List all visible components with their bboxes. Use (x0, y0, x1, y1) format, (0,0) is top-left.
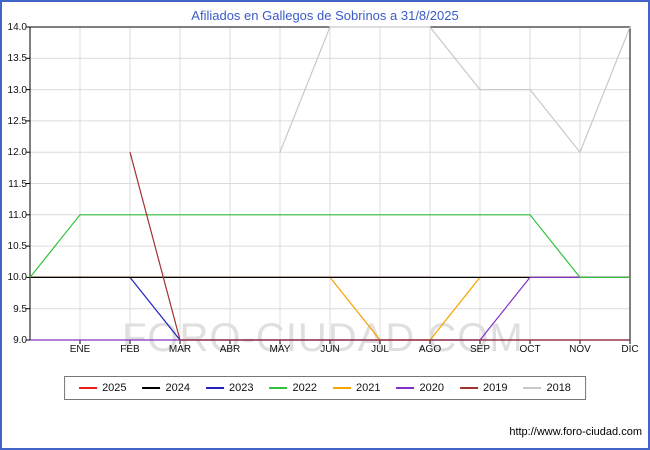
legend-item-2020: 2020 (396, 382, 444, 394)
legend-item-2025: 2025 (79, 382, 127, 394)
x-tick-label: MAR (168, 344, 192, 355)
legend-label: 2023 (229, 382, 254, 394)
x-tick-label: JUN (320, 344, 340, 355)
legend-swatch (333, 387, 351, 389)
series-line-2019 (129, 152, 630, 341)
legend-label: 2021 (356, 382, 381, 394)
legend-item-2018: 2018 (523, 382, 571, 394)
legend-swatch (523, 387, 542, 389)
legend-label: 2018 (546, 382, 571, 394)
y-tick-label: 9.0 (13, 335, 27, 346)
legend: 2025 2024 2023 2022 2021 2020 2019 2018 (64, 376, 586, 400)
x-tick-label: OCT (519, 344, 541, 355)
legend-item-2021: 2021 (333, 382, 380, 394)
legend-swatch (459, 387, 478, 389)
legend-label: 2022 (292, 382, 317, 394)
legend-swatch (142, 387, 161, 389)
x-tick-label: ABR (219, 344, 241, 355)
y-tick-label: 10.0 (7, 272, 27, 284)
x-tick-label: JUL (371, 344, 389, 355)
y-tick-label: 13.5 (7, 53, 27, 65)
y-tick-label: 14.0 (7, 22, 27, 33)
chart-title: Afiliados en Gallegos de Sobrinos a 31/8… (191, 8, 459, 23)
x-tick-label: FEB (120, 344, 140, 355)
legend-item-2024: 2024 (142, 382, 191, 394)
x-tick-label: SEP (469, 344, 490, 355)
watermark: FORO-CIUDAD.COM (122, 316, 524, 360)
y-tick-label: 12.0 (7, 147, 27, 159)
legend-swatch (396, 387, 415, 389)
y-tick-label: 11.5 (8, 178, 27, 190)
legend-swatch (79, 387, 98, 389)
series-line-2018 (279, 26, 631, 154)
legend-item-2022: 2022 (269, 382, 317, 394)
legend-label: 2024 (165, 382, 191, 394)
legend-swatch (269, 387, 288, 389)
y-tick-label: 13.0 (7, 84, 27, 96)
legend-item-2023: 2023 (206, 382, 254, 394)
x-tick-label: NOV (569, 344, 591, 355)
footer-url: http://www.foro-ciudad.com (509, 426, 642, 438)
y-tick-label: 12.5 (7, 115, 27, 127)
y-tick-label: 10.5 (7, 241, 27, 253)
x-tick-label: ENE (69, 344, 91, 355)
legend-label: 2020 (419, 382, 444, 394)
y-tick-label: 9.5 (13, 303, 27, 315)
x-tick-label: DIC (621, 344, 639, 355)
x-tick-label: AGO (418, 344, 442, 355)
x-tick-label: MAY (269, 344, 291, 355)
legend-swatch (206, 387, 225, 389)
legend-item-2019: 2019 (459, 382, 508, 394)
series-line-2022 (29, 214, 630, 278)
y-tick-label: 11.0 (8, 209, 27, 221)
legend-label: 2019 (482, 382, 508, 394)
legend-label: 2025 (102, 382, 127, 394)
